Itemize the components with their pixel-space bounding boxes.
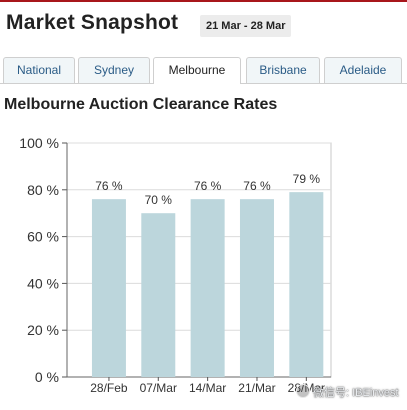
chart-title: Melbourne Auction Clearance Rates (4, 96, 278, 113)
clearance-rate-bar-chart: 0 % 20 % 40 % 60 % 80 % 100 % 76 % 28/Feb 70 % 07… (19, 135, 332, 395)
city-tabs: National Sydney Melbourne Brisbane Adela… (0, 57, 407, 84)
date-range-badge: 21 Mar - 28 Mar (200, 15, 292, 37)
x-tick-label: 28/Feb (90, 381, 128, 395)
bar-value-label: 76 % (194, 179, 222, 193)
y-tick-label: 80 % (27, 182, 59, 198)
y-tick-label: 0 % (35, 369, 59, 385)
x-tick-label: 14/Mar (189, 381, 226, 395)
wechat-icon (296, 384, 310, 398)
y-tick-label: 20 % (27, 322, 59, 338)
bar (91, 199, 126, 377)
y-tick-label: 100 % (19, 135, 59, 151)
top-accent-rule (0, 0, 407, 2)
page-title: Market Snapshot (6, 11, 179, 34)
x-tick-label: 21/Mar (238, 381, 275, 395)
tab-adelaide[interactable]: Adelaide (324, 57, 402, 83)
bar (239, 199, 274, 377)
x-tick-label: 07/Mar (140, 381, 177, 395)
tab-brisbane[interactable]: Brisbane (246, 57, 320, 83)
watermark: 微信号: IBEinvest (296, 384, 399, 402)
bar (141, 213, 176, 377)
watermark-text: 微信号: IBEinvest (313, 387, 399, 399)
tab-national[interactable]: National (3, 57, 75, 83)
bar-value-label: 76 % (95, 179, 123, 193)
bar-value-label: 76 % (243, 179, 271, 193)
bar (289, 192, 324, 377)
bar-value-label: 70 % (145, 193, 173, 207)
y-tick-label: 60 % (27, 229, 59, 245)
bar (190, 199, 225, 377)
tab-sydney[interactable]: Sydney (78, 57, 150, 83)
tab-melbourne[interactable]: Melbourne (153, 57, 241, 84)
bar-value-label: 79 % (293, 172, 321, 186)
y-tick-label: 40 % (27, 275, 59, 291)
page-header: Market Snapshot 21 Mar - 28 Mar (0, 0, 407, 50)
